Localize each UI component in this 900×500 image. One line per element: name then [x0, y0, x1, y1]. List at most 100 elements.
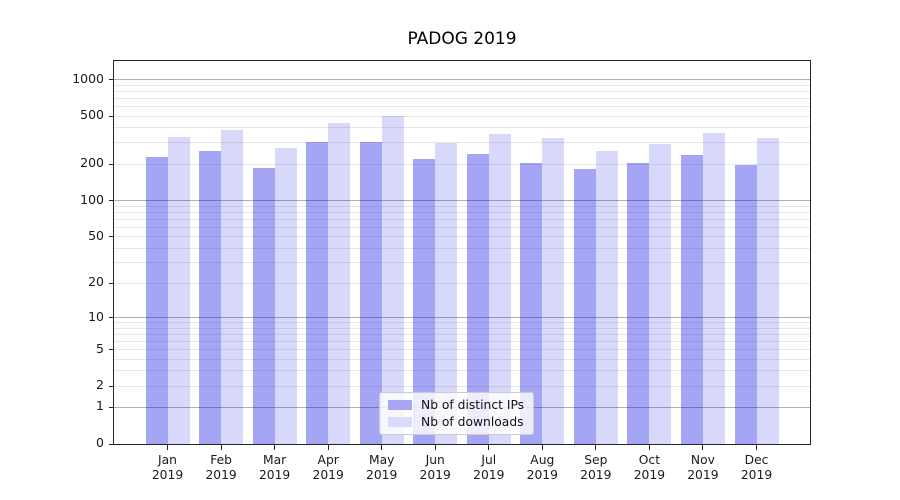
gridline-minor-3 — [114, 370, 810, 372]
x-tick-mar — [274, 445, 276, 450]
grid-layer — [114, 61, 810, 444]
gridline-minor-50 — [114, 236, 810, 238]
x-tick-label-month: Jul — [481, 453, 497, 467]
bars-layer — [114, 61, 810, 444]
x-tick-label-year: 2019 — [205, 468, 237, 482]
y-tick-label-1: 1 — [96, 398, 104, 414]
gridline-minor-40 — [114, 247, 810, 249]
gridline-minor-90 — [114, 205, 810, 207]
x-tick-label-month: Jan — [158, 453, 177, 467]
bar-downloads-apr — [328, 123, 351, 444]
x-tick-label-year: 2019 — [580, 468, 612, 482]
gridline-major-100 — [114, 200, 810, 201]
y-tick-1 — [109, 406, 114, 408]
x-tick-label-month: Dec — [744, 453, 769, 467]
x-tick-label-year: 2019 — [366, 468, 398, 482]
x-tick-jan — [167, 445, 168, 450]
x-tick-label-sep: Sep 2019 — [564, 453, 628, 483]
gridline-minor-30 — [114, 262, 810, 264]
x-tick-jun — [434, 445, 436, 450]
legend: Nb of distinct IPs Nb of downloads — [379, 392, 535, 435]
x-tick-may — [381, 445, 383, 450]
bar-downloads-oct — [649, 143, 672, 444]
x-tick-label-month: Feb — [210, 453, 232, 467]
x-tick-label-mar: Mar 2019 — [243, 453, 307, 483]
bar-downloads-nov — [702, 132, 725, 444]
x-tick-label-apr: Apr 2019 — [296, 453, 360, 483]
gridline-minor-600 — [114, 105, 810, 107]
y-axis-labels: 0 1 2 5 10 20 50 100 200 500 1000 — [0, 60, 104, 451]
bar-ips-feb — [199, 150, 222, 444]
x-tick-oct — [648, 445, 650, 450]
gridline-minor-4 — [114, 358, 810, 360]
gridline-minor-20 — [114, 282, 810, 284]
x-tick-label-month: Jun — [425, 453, 445, 467]
plot-area — [113, 60, 811, 445]
x-tick-apr — [327, 445, 329, 450]
y-tick-label-100: 100 — [80, 191, 104, 207]
x-tick-label-year: 2019 — [473, 468, 505, 482]
bar-downloads-aug — [542, 138, 565, 444]
gridline-minor-80 — [114, 211, 810, 213]
gridline-major-1000 — [114, 79, 810, 80]
y-tick-10 — [109, 317, 114, 318]
gridline-minor-5 — [114, 349, 810, 350]
gridline-minor-700 — [114, 97, 810, 99]
x-tick-label-month: Nov — [690, 453, 715, 467]
bar-downloads-sep — [595, 150, 618, 444]
bar-ips-dec — [734, 165, 757, 444]
x-tick-jul — [488, 445, 490, 450]
x-tick-label-jan: Jan 2019 — [136, 453, 200, 483]
legend-swatch-distinct-ips-icon — [388, 400, 412, 410]
bar-downloads-jan — [167, 137, 190, 444]
y-tick-2 — [109, 385, 114, 387]
bar-downloads-may — [381, 115, 404, 444]
gridline-minor-300 — [114, 142, 810, 144]
gridline-minor-6 — [114, 340, 810, 342]
x-tick-label-year: 2019 — [633, 468, 666, 482]
x-tick-label-oct: Oct 2019 — [617, 453, 681, 483]
x-tick-label-year: 2019 — [526, 468, 558, 482]
legend-swatch-downloads-icon — [388, 417, 412, 427]
x-tick-label-dec: Dec 2019 — [725, 453, 789, 483]
y-tick-label-500: 500 — [80, 107, 104, 122]
gridline-minor-9 — [114, 322, 810, 323]
y-tick-100 — [109, 200, 114, 201]
bar-ips-mar — [252, 167, 275, 444]
y-tick-label-50: 50 — [88, 227, 104, 243]
bar-ips-may — [359, 142, 382, 444]
bar-downloads-jul — [488, 133, 511, 444]
bar-downloads-jun — [435, 142, 458, 444]
x-tick-label-year: 2019 — [312, 468, 344, 482]
bar-downloads-mar — [274, 147, 297, 444]
gridline-minor-60 — [114, 226, 810, 228]
bar-ips-sep — [573, 168, 596, 444]
x-tick-label-feb: Feb 2019 — [189, 453, 253, 483]
x-tick-label-year: 2019 — [419, 468, 451, 482]
y-tick-label-1000: 1000 — [72, 70, 104, 86]
x-tick-label-aug: Aug 2019 — [510, 453, 574, 483]
x-tick-label-year: 2019 — [740, 468, 773, 482]
gridline-minor-70 — [114, 218, 810, 220]
bar-ips-jul — [466, 154, 489, 444]
x-tick-label-jun: Jun 2019 — [403, 453, 467, 483]
y-tick-1000 — [109, 79, 114, 80]
bar-ips-oct — [627, 162, 650, 444]
gridline-major-10 — [114, 317, 810, 318]
x-tick-label-month: Sep — [584, 453, 608, 467]
y-tick-200 — [109, 163, 114, 165]
x-tick-feb — [220, 445, 222, 450]
y-tick-label-20: 20 — [88, 274, 104, 290]
x-tick-label-month: Oct — [638, 453, 661, 467]
gridline-minor-800 — [114, 90, 810, 92]
gridline-minor-500 — [114, 115, 810, 117]
bar-ips-apr — [306, 141, 329, 444]
bar-ips-jun — [413, 159, 436, 444]
bar-ips-nov — [680, 154, 703, 444]
gridline-minor-7 — [114, 333, 810, 335]
y-tick-label-2: 2 — [96, 377, 104, 392]
legend-label-downloads: Nb of downloads — [421, 415, 524, 429]
x-tick-label-may: May 2019 — [350, 453, 414, 483]
y-tick-500 — [109, 115, 114, 117]
gridline-minor-2 — [114, 385, 810, 387]
